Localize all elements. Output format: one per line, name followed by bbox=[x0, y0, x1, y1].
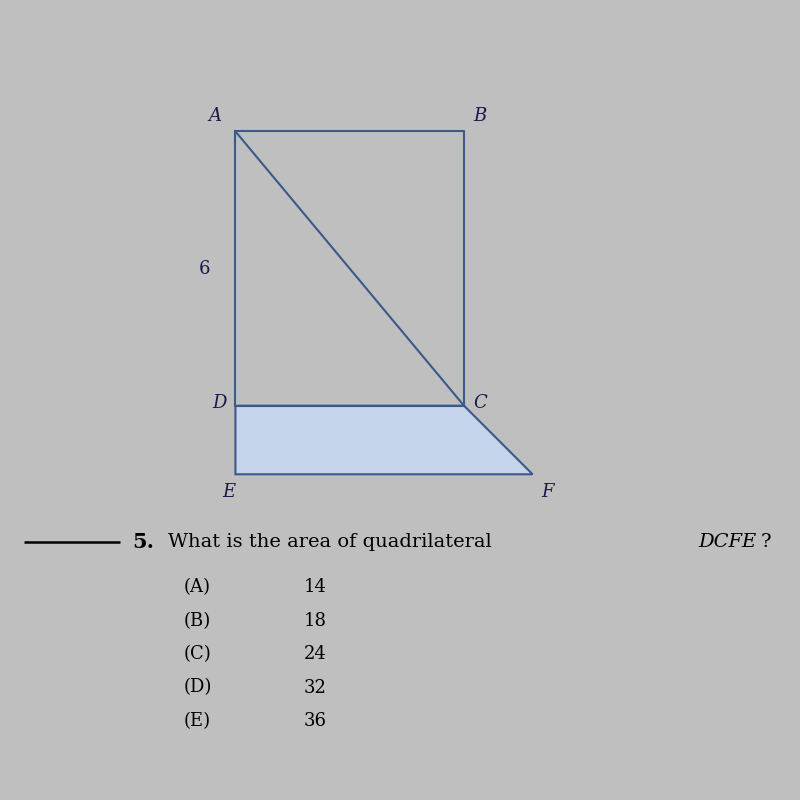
Text: (C): (C) bbox=[184, 645, 212, 663]
Text: F: F bbox=[542, 483, 554, 502]
Text: 5.: 5. bbox=[132, 531, 154, 552]
Text: 36: 36 bbox=[304, 712, 327, 730]
Text: (A): (A) bbox=[184, 578, 211, 596]
Text: B: B bbox=[473, 106, 486, 125]
Text: (B): (B) bbox=[184, 612, 211, 630]
Text: 14: 14 bbox=[304, 578, 327, 596]
Polygon shape bbox=[235, 406, 533, 474]
Text: A: A bbox=[209, 106, 222, 125]
Text: What is the area of quadrilateral: What is the area of quadrilateral bbox=[168, 533, 498, 550]
Text: (E): (E) bbox=[184, 712, 211, 730]
Text: E: E bbox=[222, 483, 235, 502]
Text: 18: 18 bbox=[304, 612, 327, 630]
Text: 24: 24 bbox=[304, 645, 326, 663]
Text: 32: 32 bbox=[304, 678, 327, 697]
Text: ?: ? bbox=[761, 533, 771, 550]
Text: D: D bbox=[212, 394, 226, 413]
Text: DCFE: DCFE bbox=[698, 533, 757, 550]
Text: C: C bbox=[473, 394, 487, 413]
Text: (D): (D) bbox=[184, 678, 212, 697]
Text: 6: 6 bbox=[198, 259, 210, 278]
